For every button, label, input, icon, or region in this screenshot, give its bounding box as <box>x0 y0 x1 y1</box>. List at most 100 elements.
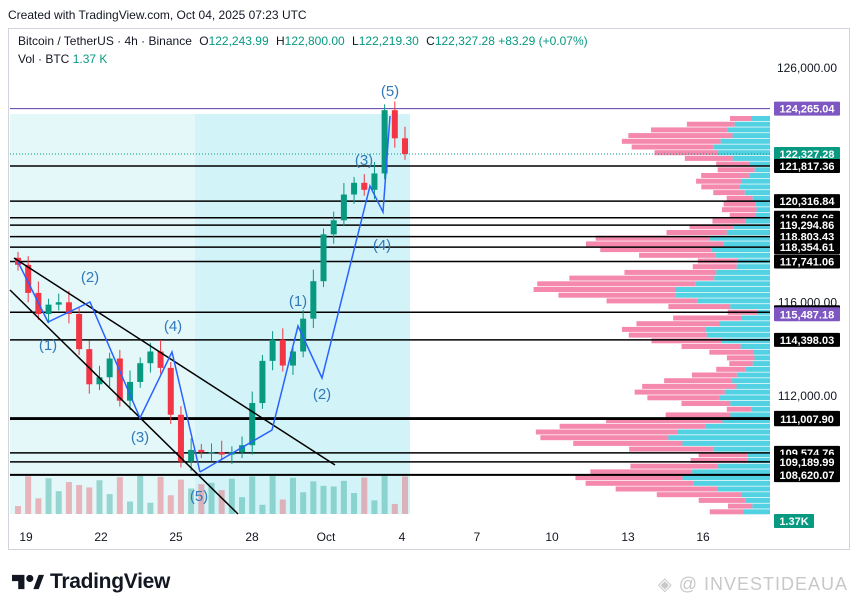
candle <box>198 449 205 453</box>
candle <box>402 138 408 154</box>
volume-profile-bar <box>728 503 753 509</box>
candle <box>371 173 378 190</box>
volume-bar <box>330 486 337 514</box>
volume-bar <box>96 480 103 514</box>
volume-profile-bar <box>621 326 706 332</box>
volume-profile-bar <box>741 315 770 321</box>
volume-bar <box>402 476 408 514</box>
volume-profile-bar <box>575 475 683 481</box>
candle <box>106 358 113 378</box>
price-label: 111,007.90 <box>780 414 834 426</box>
volume-bar <box>391 503 398 514</box>
tradingview-brand[interactable]: TradingView <box>12 570 170 594</box>
price-label: 115,487.18 <box>780 309 834 321</box>
volume-profile-bar <box>691 372 737 378</box>
x-axis-tick-label: 7 <box>474 530 481 544</box>
volume-profile-bar <box>573 440 683 446</box>
volume-profile-bar <box>721 207 757 213</box>
candle <box>340 194 347 221</box>
price-label-box <box>774 412 840 427</box>
volume-bar <box>106 494 113 514</box>
x-axis-tick-label: 22 <box>94 530 108 544</box>
volume-profile-bar <box>682 475 770 481</box>
volume-profile-bar <box>621 138 721 144</box>
price-label: 120,316.84 <box>779 196 835 208</box>
high-label: H <box>275 34 285 48</box>
volume-profile-bar <box>714 275 770 281</box>
volume-profile-bar <box>665 412 731 418</box>
volume-profile-bar <box>689 224 734 230</box>
price-label-box <box>774 468 840 483</box>
volume-bar <box>259 504 266 514</box>
range-zone-inner <box>195 114 410 514</box>
x-axis-tick-label: 28 <box>245 530 259 544</box>
volume-bar <box>147 502 154 514</box>
symbol-title[interactable]: Bitcoin / TetherUS · 4h · Binance <box>18 34 192 48</box>
volume-profile-bar <box>673 315 742 321</box>
candle <box>116 358 123 401</box>
candle <box>208 452 215 454</box>
candle <box>25 264 32 293</box>
volume-profile-bar <box>681 401 731 406</box>
volume-profile-bar <box>595 235 710 241</box>
elliott-wave-decline <box>17 261 201 473</box>
open-label: O <box>199 34 209 48</box>
price-label: 109,189.99 <box>779 457 834 469</box>
volume-profile-bar <box>540 435 669 441</box>
volume-bar <box>320 485 327 514</box>
volume-profile-bar <box>723 201 756 207</box>
wave-label: (4) <box>373 237 391 254</box>
volume-profile-bar <box>712 218 746 224</box>
candle <box>177 414 184 462</box>
volume-profile-bar <box>651 338 722 344</box>
volume-profile-bar <box>756 207 770 213</box>
volume-profile-bar <box>717 167 755 173</box>
volume-profile-bar <box>718 150 770 156</box>
volume-bar <box>269 476 276 514</box>
volume-profile-bar <box>666 230 727 235</box>
volume-profile-bar <box>747 458 770 463</box>
price-label-box <box>774 514 814 528</box>
volume-profile-bar <box>741 492 770 498</box>
volume-profile-bar <box>720 138 770 144</box>
volume-profile-bar <box>752 361 770 367</box>
volume-profile-bar <box>739 184 770 190</box>
wave-label: (3) <box>355 152 373 169</box>
candle <box>351 182 358 195</box>
volume-profile-bar <box>559 423 706 429</box>
wave-label: (1) <box>289 293 307 310</box>
wave-label: (5) <box>381 83 399 100</box>
candle <box>269 339 276 361</box>
volume-bar <box>351 492 358 514</box>
volume-profile-bar <box>569 275 715 281</box>
price-label-box <box>774 147 840 162</box>
volume-profile-bar <box>692 264 737 270</box>
y-axis-tick-label: 112,000.00 <box>778 389 837 403</box>
wave-label: (4) <box>164 318 182 335</box>
watermark-logo-icon: ◈ <box>657 574 673 594</box>
volume-profile-bar <box>698 452 748 458</box>
volume-profile-bar <box>668 304 731 310</box>
volume-profile-bar <box>741 178 770 184</box>
volume-profile-bar <box>747 452 770 458</box>
candle <box>320 234 327 282</box>
volume-profile-bar <box>713 144 770 150</box>
volume-profile-bar <box>701 184 740 190</box>
close-label: C <box>426 34 435 48</box>
volume-profile-bar <box>656 492 742 498</box>
volume-bar <box>15 506 21 514</box>
x-axis-tick-label: 4 <box>399 530 406 544</box>
chart-frame[interactable] <box>8 28 850 550</box>
candle <box>76 314 83 350</box>
price-label: 121,817.36 <box>779 161 834 173</box>
price-label: 1.37K <box>779 516 808 528</box>
price-label-box <box>774 254 840 269</box>
volume-profile-bar <box>740 344 770 349</box>
price-label-box <box>774 240 840 255</box>
volume-bar <box>127 501 134 514</box>
volume-profile-bar <box>696 178 742 184</box>
volume-legend: Vol · BTC 1.37 K <box>18 52 107 66</box>
candle <box>310 281 317 319</box>
price-label: 122,327.28 <box>779 149 834 161</box>
